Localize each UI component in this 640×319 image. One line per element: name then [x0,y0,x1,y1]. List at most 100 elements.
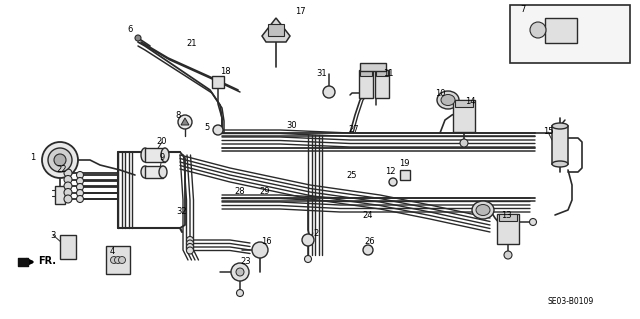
Text: 30: 30 [287,121,298,130]
Circle shape [302,234,314,246]
Circle shape [64,189,72,197]
Bar [212,76,224,88]
Ellipse shape [476,204,490,216]
Bar [55,186,65,204]
Polygon shape [181,118,189,125]
Circle shape [118,256,125,263]
Text: 22: 22 [57,166,67,174]
Circle shape [77,183,83,190]
Text: 32: 32 [177,207,188,217]
Bar [375,70,389,98]
Ellipse shape [161,148,169,162]
Circle shape [42,142,78,178]
Text: 27: 27 [349,125,359,135]
Text: 4: 4 [109,248,115,256]
Circle shape [178,115,192,129]
Circle shape [64,175,72,183]
Text: 2: 2 [314,228,319,238]
Text: 15: 15 [543,128,553,137]
Ellipse shape [141,166,149,178]
Circle shape [64,182,72,190]
Bar [145,166,163,178]
Circle shape [323,86,335,98]
Text: 1: 1 [30,152,36,161]
Bar [400,170,410,180]
Polygon shape [262,18,290,42]
Bar [106,246,130,274]
Circle shape [186,243,193,250]
Text: 29: 29 [260,188,270,197]
Circle shape [237,290,243,296]
Text: 10: 10 [435,88,445,98]
Bar [545,18,577,43]
Ellipse shape [437,91,459,109]
Bar [145,148,165,162]
Ellipse shape [141,148,149,162]
Text: 6: 6 [127,26,132,34]
Circle shape [213,125,223,135]
Circle shape [460,139,468,147]
Circle shape [186,236,193,243]
Text: 17: 17 [294,8,305,17]
Circle shape [305,256,312,263]
Circle shape [64,195,72,203]
Ellipse shape [552,123,568,129]
Circle shape [363,245,373,255]
Text: 11: 11 [383,70,393,78]
Text: 21: 21 [187,39,197,48]
Bar [499,214,517,221]
Circle shape [111,256,118,263]
Text: 9: 9 [159,153,164,162]
Text: 13: 13 [500,211,511,219]
Circle shape [64,169,72,177]
Text: 19: 19 [399,159,409,167]
Text: 7: 7 [520,5,525,14]
Circle shape [231,263,249,281]
Ellipse shape [472,201,494,219]
Text: 24: 24 [363,211,373,219]
Circle shape [77,172,83,179]
Circle shape [77,177,83,184]
Circle shape [54,154,66,166]
Circle shape [389,178,397,186]
Circle shape [115,256,122,263]
Text: 20: 20 [157,137,167,146]
Text: 25: 25 [347,170,357,180]
Bar [359,70,373,98]
Bar [360,63,386,71]
Ellipse shape [441,94,455,106]
Text: 18: 18 [220,68,230,77]
Circle shape [530,22,546,38]
Text: 14: 14 [465,98,476,107]
Text: 5: 5 [204,122,210,131]
Circle shape [77,189,83,197]
Bar [60,235,76,259]
Text: 8: 8 [175,110,180,120]
Text: 12: 12 [385,167,396,176]
Text: 3: 3 [51,231,56,240]
Text: 16: 16 [260,238,271,247]
Bar [455,100,473,107]
Text: SE03-B0109: SE03-B0109 [548,298,595,307]
Bar [360,70,372,76]
Circle shape [186,240,193,247]
Bar [453,100,475,132]
Ellipse shape [552,161,568,167]
Text: 31: 31 [317,69,327,78]
Circle shape [236,268,244,276]
Text: 23: 23 [241,257,252,266]
Bar [268,24,284,36]
Circle shape [504,251,512,259]
Circle shape [135,35,141,41]
Bar [510,5,630,63]
Circle shape [186,247,193,254]
Bar [497,214,519,244]
Circle shape [529,219,536,226]
Bar [552,126,568,164]
Text: 26: 26 [365,238,375,247]
Text: 28: 28 [235,188,245,197]
Circle shape [252,242,268,258]
Bar [376,70,388,76]
Text: FR.: FR. [38,256,56,266]
Circle shape [48,148,72,172]
